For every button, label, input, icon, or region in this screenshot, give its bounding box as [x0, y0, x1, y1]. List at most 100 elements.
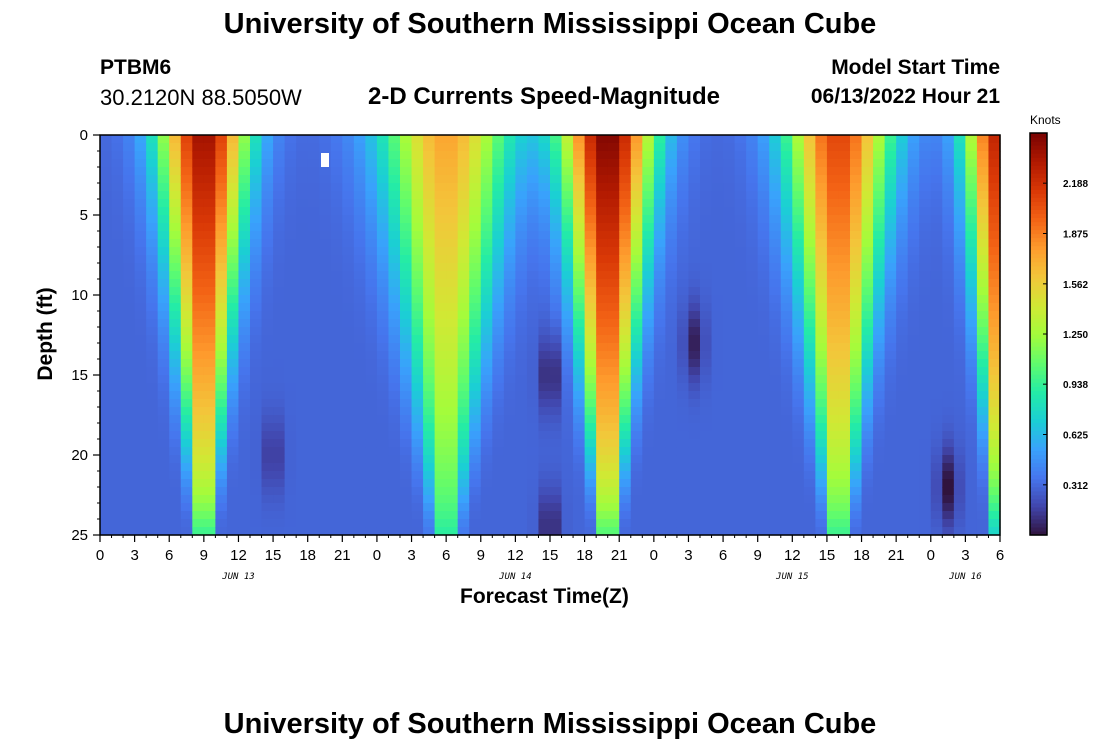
- heatmap-cell: [711, 383, 724, 392]
- heatmap-cell: [930, 215, 943, 224]
- heatmap-cell: [734, 175, 747, 184]
- heatmap-cell: [734, 391, 747, 400]
- heatmap-cell: [769, 335, 782, 344]
- heatmap-cell: [584, 191, 597, 200]
- heatmap-cell: [550, 199, 563, 208]
- heatmap-cell: [584, 471, 597, 480]
- heatmap-cell: [573, 199, 586, 208]
- heatmap-cell: [884, 423, 897, 432]
- heatmap-cell: [596, 503, 609, 512]
- heatmap-cell: [180, 295, 193, 304]
- heatmap-cell: [215, 271, 228, 280]
- heatmap-cell: [573, 159, 586, 168]
- heatmap-cell: [976, 431, 990, 440]
- heatmap-cell: [261, 383, 274, 392]
- heatmap-cell: [123, 143, 136, 152]
- heatmap-cell: [134, 255, 147, 264]
- heatmap-cell: [342, 487, 355, 496]
- heatmap-cell: [711, 183, 724, 192]
- heatmap-cell: [988, 375, 1001, 384]
- heatmap-cell: [607, 159, 620, 168]
- heatmap-cell: [907, 271, 920, 280]
- heatmap-cell: [815, 391, 828, 400]
- heatmap-cell: [319, 199, 332, 208]
- heatmap-cell: [596, 415, 609, 424]
- heatmap-cell: [273, 375, 286, 384]
- heatmap-cell: [192, 399, 205, 408]
- heatmap-cell: [434, 399, 447, 408]
- heatmap-cell: [573, 415, 586, 424]
- heatmap-cell: [157, 439, 170, 448]
- colorbar-segment: [1030, 342, 1047, 347]
- heatmap-cell: [261, 335, 274, 344]
- heatmap-cell: [642, 207, 655, 216]
- heatmap-cell: [469, 143, 482, 152]
- heatmap-cell: [942, 431, 955, 440]
- heatmap-cell: [907, 239, 920, 248]
- heatmap-cell: [792, 167, 805, 176]
- heatmap-cell: [457, 375, 470, 384]
- heatmap-cell: [376, 503, 390, 512]
- heatmap-cell: [584, 487, 597, 496]
- heatmap-cell: [573, 327, 586, 336]
- heatmap-cell: [111, 215, 124, 224]
- heatmap-cell: [665, 215, 678, 224]
- colorbar-segment: [1030, 518, 1047, 524]
- heatmap-cell: [988, 287, 1001, 296]
- heatmap-cell: [584, 375, 597, 384]
- heatmap-cell: [423, 167, 436, 176]
- heatmap-cell: [861, 367, 874, 376]
- heatmap-cell: [515, 223, 528, 232]
- heatmap-cell: [884, 167, 897, 176]
- heatmap-cell: [688, 407, 701, 416]
- heatmap-cell: [665, 383, 678, 392]
- heatmap-cell: [376, 143, 390, 152]
- heatmap-cell: [573, 303, 586, 312]
- heatmap-cell: [803, 175, 816, 184]
- heatmap-cell: [803, 271, 816, 280]
- heatmap-cell: [180, 207, 193, 216]
- colorbar-segment: [1030, 185, 1047, 190]
- heatmap-cell: [492, 391, 505, 400]
- heatmap-cell: [965, 503, 978, 512]
- heatmap-cell: [607, 471, 620, 480]
- heatmap-cell: [792, 527, 805, 536]
- heatmap-cell: [676, 159, 690, 168]
- heatmap-cell: [100, 487, 113, 496]
- colorbar-segment: [1030, 309, 1047, 315]
- heatmap-cell: [388, 351, 401, 360]
- heatmap-cell: [469, 343, 482, 352]
- heatmap-cell: [261, 167, 274, 176]
- heatmap-cell: [607, 215, 620, 224]
- heatmap-cell: [307, 271, 320, 280]
- heatmap-cell: [815, 415, 828, 424]
- heatmap-cell: [988, 407, 1001, 416]
- heatmap-cell: [538, 423, 551, 432]
- heatmap-cell: [423, 359, 436, 368]
- heatmap-cell: [411, 247, 424, 256]
- heatmap-cell: [607, 375, 620, 384]
- heatmap-cell: [226, 191, 240, 200]
- heatmap-cell: [169, 527, 182, 536]
- heatmap-cell: [561, 327, 574, 336]
- heatmap-cell: [123, 327, 136, 336]
- heatmap-cell: [480, 143, 493, 152]
- heatmap-cell: [792, 175, 805, 184]
- heatmap-cell: [469, 271, 482, 280]
- heatmap-cell: [250, 471, 263, 480]
- heatmap-cell: [550, 287, 563, 296]
- heatmap-cell: [400, 335, 413, 344]
- heatmap-cell: [573, 151, 586, 160]
- heatmap-cell: [307, 223, 320, 232]
- heatmap-cell: [665, 399, 678, 408]
- heatmap-cell: [157, 399, 170, 408]
- heatmap-cell: [296, 167, 309, 176]
- heatmap-cell: [376, 527, 390, 536]
- heatmap-cell: [700, 223, 713, 232]
- heatmap-cell: [457, 255, 470, 264]
- heatmap-cell: [688, 343, 701, 352]
- x-axis-label: Forecast Time(Z): [460, 585, 629, 608]
- heatmap-cell: [723, 463, 736, 472]
- heatmap-cell: [469, 503, 482, 512]
- heatmap-cell: [400, 239, 413, 248]
